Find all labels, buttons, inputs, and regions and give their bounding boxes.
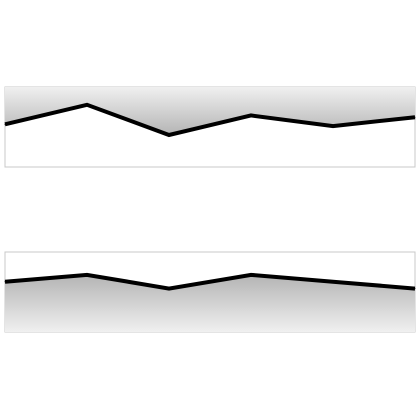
data-point-0 bbox=[4, 281, 6, 283]
series-line bbox=[4, 272, 416, 291]
data-point-1 bbox=[86, 104, 88, 106]
data-point-3 bbox=[250, 274, 252, 276]
data-point-4 bbox=[332, 281, 334, 283]
data-point-2 bbox=[168, 134, 170, 136]
bottom-area-panel bbox=[4, 251, 416, 333]
area-fill bbox=[5, 274, 415, 332]
data-point-5 bbox=[414, 116, 416, 118]
data-point-4 bbox=[332, 125, 334, 127]
series-line bbox=[4, 102, 416, 138]
top-area-panel bbox=[4, 86, 416, 168]
data-point-5 bbox=[414, 288, 416, 290]
data-point-1 bbox=[86, 274, 88, 276]
data-point-0 bbox=[4, 123, 6, 125]
data-point-2 bbox=[168, 288, 170, 290]
data-point-3 bbox=[250, 114, 252, 116]
